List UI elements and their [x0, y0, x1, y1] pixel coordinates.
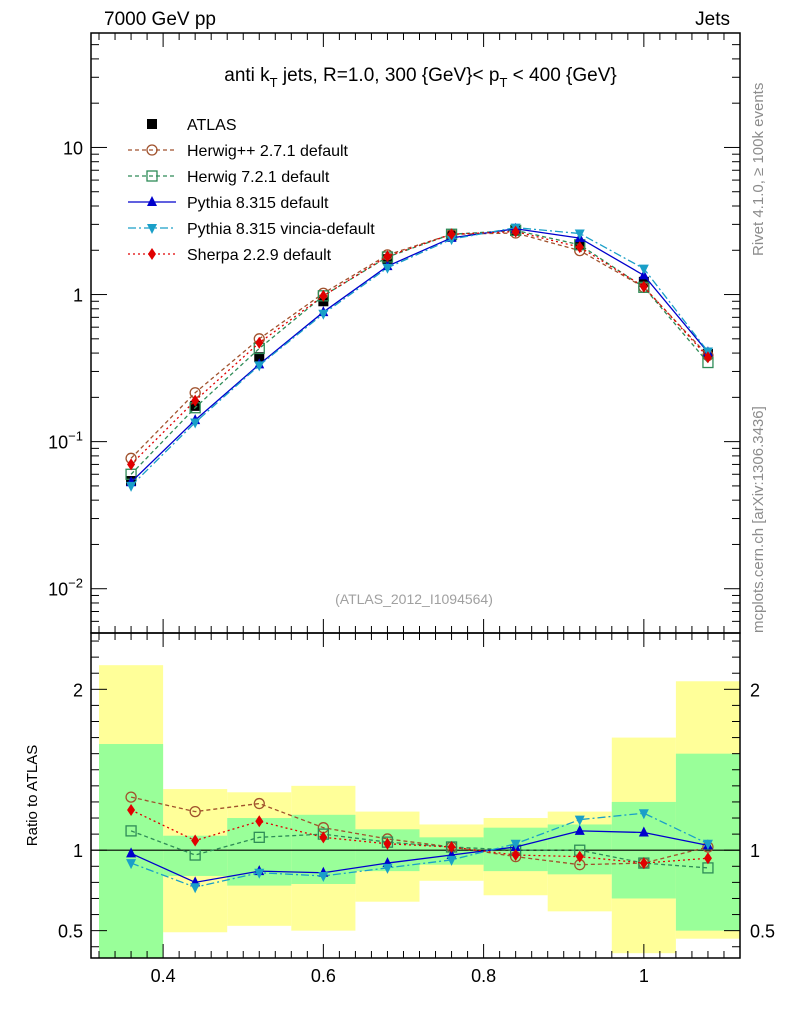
analysis-watermark: (ATLAS_2012_I1094564): [335, 591, 493, 607]
marker-triangle-down: [190, 883, 201, 894]
marker-diamond: [703, 351, 712, 364]
ratio-y-tick-label: 2: [73, 680, 83, 700]
marker-diamond: [575, 850, 584, 863]
marker-triangle-down: [254, 868, 265, 879]
marker-triangle-up: [574, 824, 585, 835]
marker-diamond: [639, 280, 648, 293]
y-tick-label: 1: [73, 286, 83, 306]
marker-triangle-down: [382, 863, 393, 874]
marker-diamond: [191, 834, 200, 847]
marker-circle-open: [146, 144, 158, 156]
marker-diamond: [127, 803, 136, 816]
marker-triangle-down: [254, 361, 265, 372]
marker-square-open: [125, 825, 137, 837]
marker-square: [254, 352, 265, 363]
ratio-line-2: [130, 830, 709, 884]
marker-diamond: [255, 336, 264, 349]
marker-diamond: [639, 857, 648, 870]
ratio-line-0: [130, 796, 709, 866]
x-tick-label: 1: [639, 966, 649, 986]
series-line-0: [130, 232, 709, 459]
marker-circle-open: [253, 797, 265, 810]
series-line-3: [130, 226, 709, 487]
legend-label: ATLAS: [187, 117, 237, 134]
marker-square-open: [189, 849, 201, 861]
marker-diamond: [383, 837, 392, 850]
marker-diamond: [447, 840, 456, 853]
marker-diamond: [148, 248, 156, 260]
ratio-axis-label: Ratio to ATLAS: [24, 745, 41, 846]
ratio-y-tick-label-right: 2: [750, 680, 760, 700]
marker-diamond: [383, 250, 392, 263]
marker-triangle-down: [702, 839, 713, 850]
ratio-y-tick-label: 0.5: [58, 922, 83, 942]
legend-label: Sherpa 2.2.9 default: [187, 247, 332, 264]
header-left: 7000 GeV pp: [104, 9, 216, 30]
ratio-y-tick-label: 1: [73, 841, 83, 861]
marker-triangle-up: [147, 196, 157, 206]
ratio-y-tick-label-right: 1: [750, 841, 760, 861]
series-line-4: [130, 230, 709, 465]
legend-label: Pythia 8.315 default: [187, 195, 329, 212]
x-tick-label: 0.8: [471, 966, 496, 986]
marker-triangle-down: [510, 839, 521, 850]
marker-triangle-up: [126, 847, 137, 858]
y-tick-label: 10: [63, 138, 83, 158]
marker-triangle-down: [446, 855, 457, 866]
ratio-line-4: [130, 809, 708, 864]
marker-diamond: [319, 831, 328, 844]
marker-triangle-down: [638, 264, 649, 275]
main-panel: [125, 222, 714, 492]
marker-square: [147, 119, 157, 129]
marker-triangle-down: [574, 815, 585, 826]
marker-triangle-up: [638, 826, 649, 837]
ratio-line-3: [130, 812, 709, 888]
marker-triangle-down: [147, 224, 157, 234]
x-tick-label: 0.6: [311, 966, 336, 986]
marker-diamond: [127, 458, 136, 471]
legend-label: Herwig 7.2.1 default: [187, 169, 330, 186]
chart-title: anti kT jets, R=1.0, 300 {GeV}< pT < 400…: [224, 65, 617, 90]
marker-triangle-down: [638, 809, 649, 820]
y-tick-label: 10−2: [48, 576, 83, 600]
marker-square-open: [253, 831, 265, 843]
series-line-1: [130, 229, 709, 475]
marker-circle-open: [125, 791, 137, 803]
marker-diamond: [511, 225, 520, 238]
header-right: Jets: [695, 9, 730, 30]
marker-diamond: [511, 849, 520, 862]
marker-diamond: [319, 289, 328, 302]
marker-diamond: [703, 852, 712, 865]
ratio-y-tick-label-right: 0.5: [750, 922, 775, 942]
marker-triangle-down: [318, 309, 329, 320]
marker-triangle-down: [126, 481, 137, 492]
ratio-line-1: [130, 830, 708, 869]
marker-diamond: [191, 394, 200, 407]
marker-triangle-down: [126, 859, 137, 870]
x-tick-label: 0.4: [151, 966, 176, 986]
marker-triangle-down: [318, 871, 329, 882]
legend-label: Herwig++ 2.7.1 default: [187, 143, 349, 160]
y-tick-label: 10−1: [48, 429, 83, 453]
series-line-2: [130, 228, 709, 483]
legend-label: Pythia 8.315 vincia-default: [187, 221, 375, 238]
marker-triangle-down: [382, 263, 393, 274]
marker-square-open: [146, 170, 158, 182]
marker-circle-open: [189, 805, 201, 818]
marker-triangle-down: [190, 418, 201, 429]
ratio-panel: [91, 665, 740, 958]
marker-diamond: [447, 228, 456, 241]
marker-diamond: [575, 241, 584, 254]
marker-triangle-down: [574, 229, 585, 240]
marker-diamond: [255, 815, 264, 828]
ratio-frame: [90, 632, 741, 959]
